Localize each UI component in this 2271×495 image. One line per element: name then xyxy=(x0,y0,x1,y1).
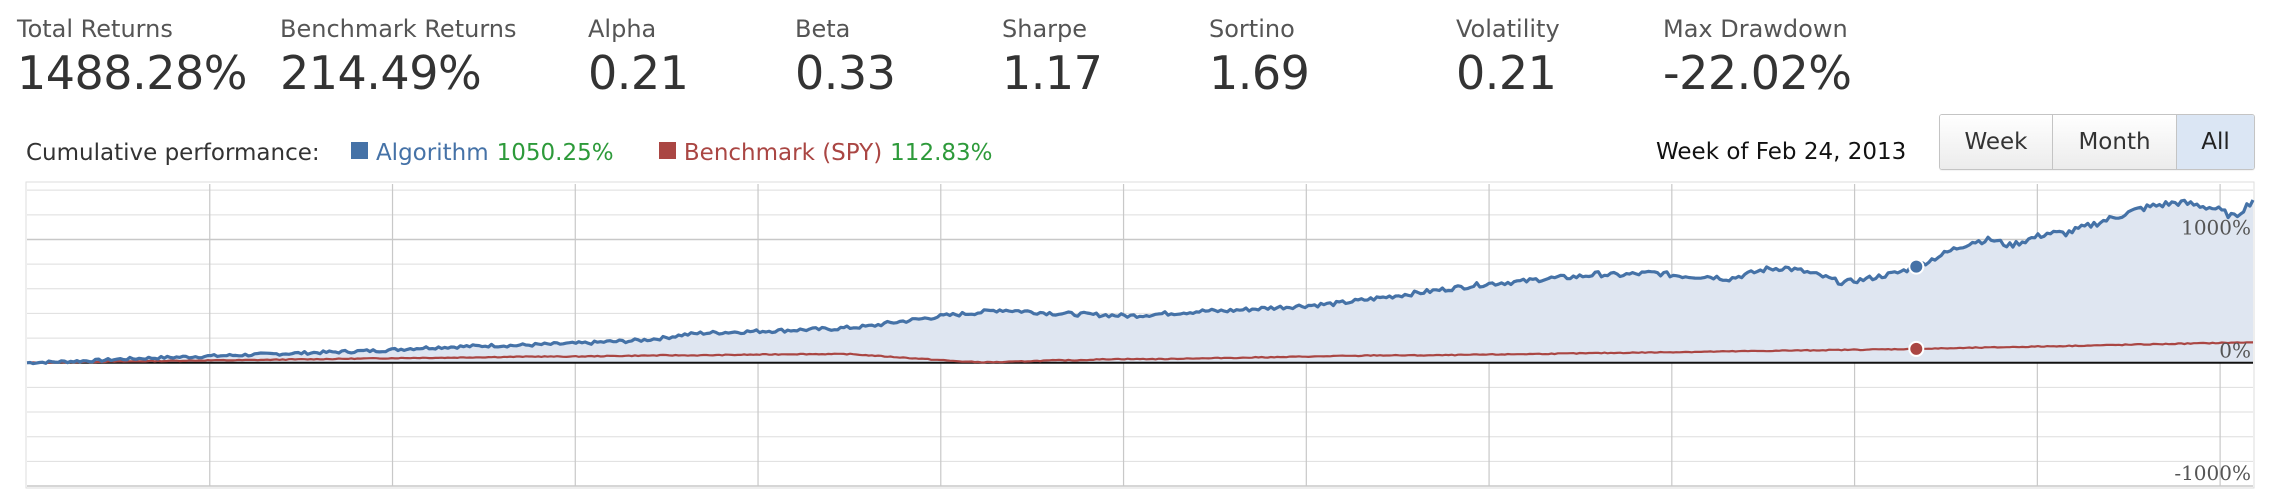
benchmark-hover-marker xyxy=(1908,340,1925,357)
stat-benchmark-returns: Benchmark Returns 214.49% xyxy=(280,14,516,102)
legend-swatch-algorithm xyxy=(350,142,368,160)
algorithm-area xyxy=(27,200,2253,364)
stat-sortino: Sortino 1.69 xyxy=(1209,14,1310,102)
stat-total-returns: Total Returns 1488.28% xyxy=(17,14,247,102)
stat-label: Beta xyxy=(795,15,851,43)
legend-title: Cumulative performance: xyxy=(26,139,320,166)
range-selector: Week Month All xyxy=(1939,114,2255,170)
stat-label: Sharpe xyxy=(1002,15,1088,43)
stat-value: 0.33 xyxy=(795,46,896,100)
stat-max-drawdown: Max Drawdown -22.02% xyxy=(1663,14,1852,102)
range-month-button[interactable]: Month xyxy=(2052,115,2176,169)
legend-swatch-benchmark xyxy=(658,142,676,160)
range-week-button[interactable]: Week xyxy=(1940,115,2052,169)
stat-label: Max Drawdown xyxy=(1663,15,1848,43)
stat-value: -22.02% xyxy=(1663,46,1852,100)
legend-name-benchmark: Benchmark (SPY) xyxy=(683,139,883,166)
stat-label: Alpha xyxy=(588,15,657,43)
y-tick-label: -1000% xyxy=(2174,461,2251,485)
legend-item-benchmark[interactable]: Benchmark (SPY) 112.83% xyxy=(658,139,1031,166)
legend-value-algorithm: 1050.25% xyxy=(496,139,614,166)
cumulative-performance-chart[interactable]: 1000% 0% -1000% xyxy=(0,180,2271,495)
stat-label: Total Returns xyxy=(17,15,173,43)
y-tick-label: 1000% xyxy=(2181,215,2251,239)
stat-value: 1.69 xyxy=(1209,46,1310,100)
stat-beta: Beta 0.33 xyxy=(795,14,896,102)
chart-svg[interactable]: 1000% 0% -1000% xyxy=(0,180,2271,495)
legend-item-algorithm[interactable]: Algorithm 1050.25% xyxy=(350,139,659,166)
stat-alpha: Alpha 0.21 xyxy=(588,14,689,102)
stat-volatility: Volatility 0.21 xyxy=(1456,14,1560,102)
legend-name-algorithm: Algorithm xyxy=(375,139,489,166)
stat-value: 0.21 xyxy=(588,46,689,100)
chart-frame xyxy=(25,181,2255,489)
stat-value: 1488.28% xyxy=(17,46,247,100)
stat-value: 0.21 xyxy=(1456,46,1557,100)
legend-value-benchmark: 112.83% xyxy=(890,139,993,166)
algorithm-line[interactable] xyxy=(26,198,2255,366)
stat-label: Sortino xyxy=(1209,15,1295,43)
y-tick-label: 0% xyxy=(2219,339,2251,363)
stat-value: 1.17 xyxy=(1002,46,1103,100)
stat-sharpe: Sharpe 1.17 xyxy=(1002,14,1103,102)
stat-label: Benchmark Returns xyxy=(280,15,517,43)
chart-legend: Cumulative performance: Algorithm 1050.25… xyxy=(26,134,1031,170)
algorithm-hover-marker xyxy=(1908,258,1925,275)
stat-value: 214.49% xyxy=(280,46,482,100)
benchmark-line[interactable] xyxy=(27,341,2253,365)
y-axis-labels: 1000% 0% -1000% xyxy=(2174,215,2251,485)
stat-label: Volatility xyxy=(1456,15,1560,43)
hover-date-label: Week of Feb 24, 2013 xyxy=(1656,139,1907,165)
range-all-button[interactable]: All xyxy=(2176,115,2254,169)
stats-row: Total Returns 1488.28% Benchmark Returns… xyxy=(0,14,2271,104)
